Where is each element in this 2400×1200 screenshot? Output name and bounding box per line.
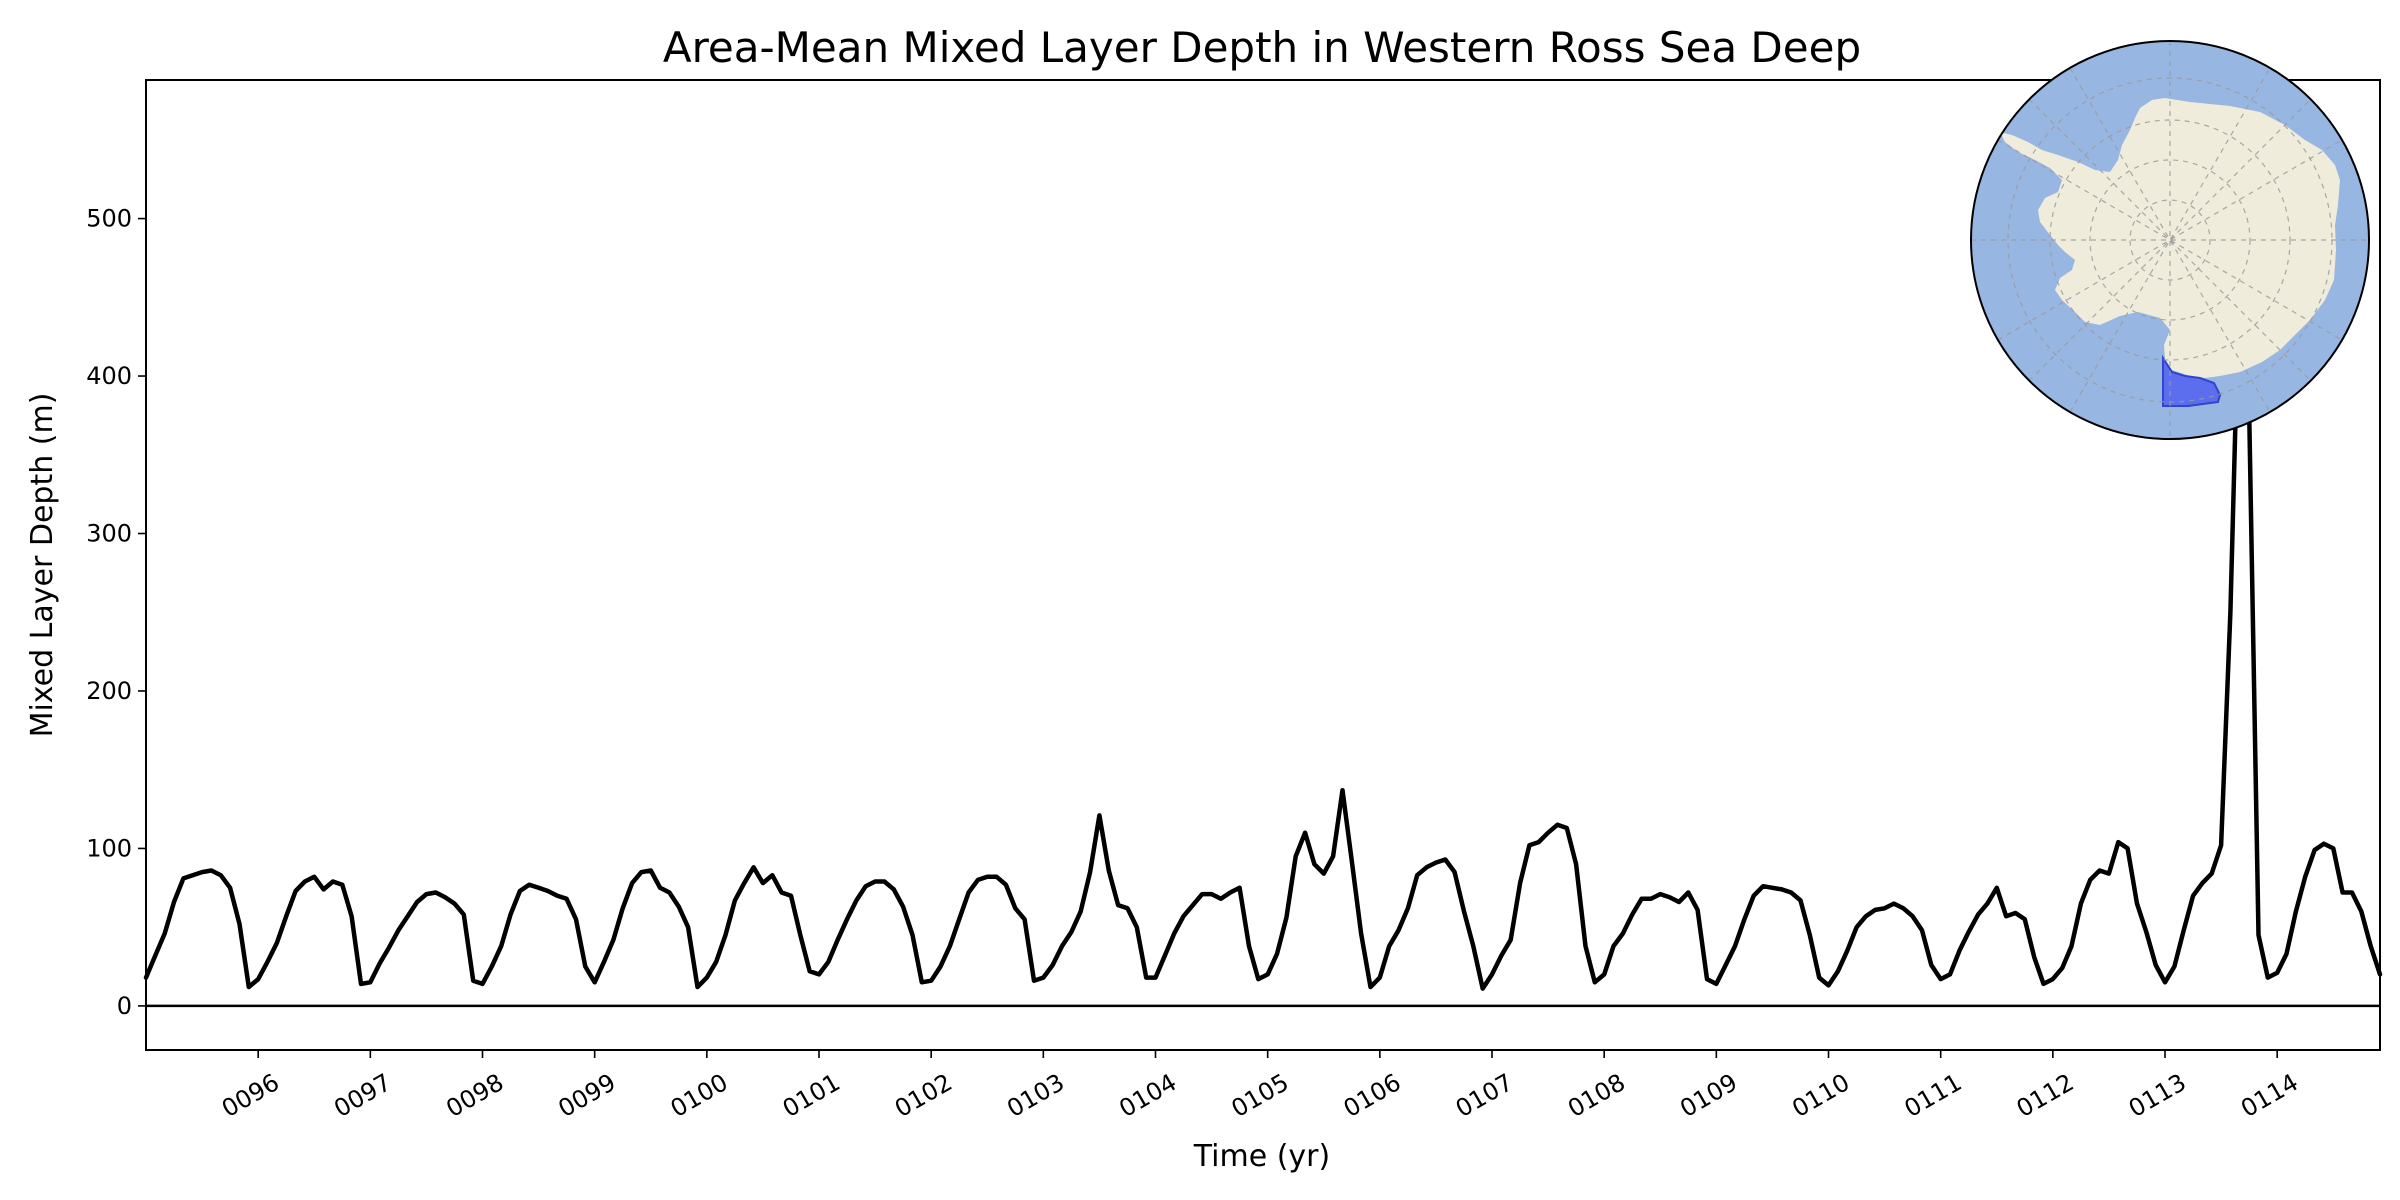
x-tick-label: 0113: [2124, 1068, 2191, 1123]
series-layer: [143, 255, 2383, 991]
x-tick-label: 0106: [1339, 1068, 1406, 1123]
map-graticule-meridian: [1997, 139, 2343, 341]
x-tick-label: 0110: [1787, 1068, 1854, 1123]
x-tick-label: 0101: [778, 1068, 845, 1123]
x-tick-label: 0111: [1900, 1068, 1967, 1123]
map-graticule-meridian: [2069, 67, 2271, 413]
series-line: [143, 255, 2383, 991]
chart-title: Area-Mean Mixed Layer Depth in Western R…: [663, 23, 1861, 72]
map-border: [1970, 40, 2370, 440]
x-tick-label: 0107: [1451, 1068, 1518, 1123]
map-graticule-meridian: [2069, 67, 2271, 413]
map-graticule-meridian: [2028, 98, 2312, 382]
y-axis: 0 100 200 300 400 500: [86, 205, 146, 1020]
x-tick-label: 0105: [1227, 1068, 1294, 1123]
antarctica-inset-map: [1970, 40, 2370, 440]
y-tick-label: 500: [86, 205, 132, 233]
x-tick-label: 0096: [217, 1068, 284, 1123]
map-graticule: [1971, 41, 2369, 439]
x-tick-label: 0112: [2012, 1068, 2079, 1123]
x-tick-label: 0097: [329, 1068, 396, 1123]
antarctica-land: [2000, 98, 2340, 378]
y-tick-label: 100: [86, 834, 132, 862]
y-tick-label: 400: [86, 362, 132, 390]
x-tick-label: 0102: [890, 1068, 957, 1123]
x-axis-label: Time (yr): [1193, 1139, 1330, 1174]
x-tick-label: 0098: [441, 1068, 508, 1123]
x-tick-label: 0099: [554, 1068, 621, 1123]
map-graticule-ring: [2129, 199, 2211, 281]
map-graticule-ring: [2049, 119, 2291, 361]
x-axis: 0096 0097 0098 0099 0100 0101 0102 0103 0104 0105…: [217, 1050, 2303, 1123]
western-ross-sea-deep-region: [2162, 354, 2222, 407]
map-graticule-meridian: [1997, 139, 2343, 341]
x-tick-label: 0108: [1563, 1068, 1630, 1123]
x-tick-label: 0104: [1114, 1068, 1181, 1123]
y-tick-label: 300: [86, 520, 132, 548]
x-tick-label: 0100: [666, 1068, 733, 1123]
y-tick-label: 0: [117, 992, 132, 1020]
x-tick-label: 0114: [2236, 1068, 2303, 1123]
map-graticule-ring: [2089, 159, 2251, 321]
y-axis-label: Mixed Layer Depth (m): [25, 393, 60, 738]
x-tick-label: 0109: [1675, 1068, 1742, 1123]
plot-frame: [145, 79, 2381, 1051]
map-graticule-meridian: [2028, 98, 2312, 382]
y-tick-label: 200: [86, 677, 132, 705]
x-tick-label: 0103: [1002, 1068, 1069, 1123]
